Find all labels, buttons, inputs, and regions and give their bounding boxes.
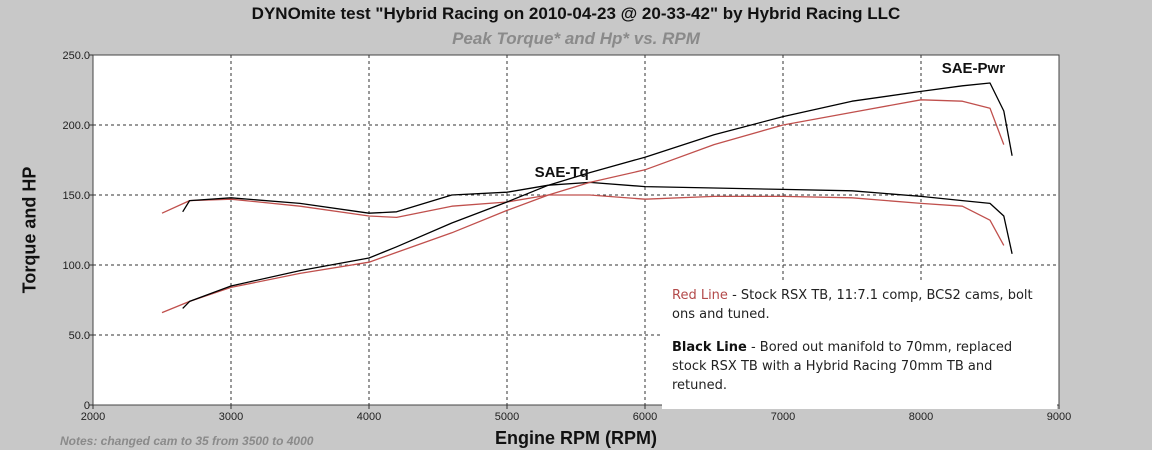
series-line-3 bbox=[182, 82, 1013, 309]
y-tick-label: 100.0 bbox=[62, 260, 90, 272]
notes-text: Notes: changed cam to 35 from 3500 to 40… bbox=[60, 434, 314, 448]
y-tick-label: 50.0 bbox=[69, 330, 90, 342]
legend-red-title: Red Line bbox=[672, 288, 728, 303]
legend-red-entry: Red Line - Stock RSX TB, 11:7.1 comp, BC… bbox=[672, 286, 1047, 324]
x-axis-label: Engine RPM (RPM) bbox=[495, 428, 657, 448]
series-lines bbox=[161, 82, 1013, 314]
legend-box: Red Line - Stock RSX TB, 11:7.1 comp, BC… bbox=[662, 280, 1057, 409]
x-tick-label: 6000 bbox=[633, 411, 657, 423]
series-line-2 bbox=[161, 99, 1005, 314]
chart-title: DYNOmite test "Hybrid Racing on 2010-04-… bbox=[251, 4, 901, 23]
x-tick-label: 8000 bbox=[909, 411, 933, 423]
series-line-0 bbox=[161, 194, 1005, 246]
x-tick-label: 7000 bbox=[771, 411, 795, 423]
x-tick-label: 3000 bbox=[219, 411, 243, 423]
chart-subtitle: Peak Torque* and Hp* vs. RPM bbox=[452, 29, 700, 48]
y-axis-label: Torque and HP bbox=[19, 166, 40, 294]
y-tick-label: 150.0 bbox=[62, 190, 90, 202]
x-tick-label: 9000 bbox=[1047, 411, 1071, 423]
legend-black-text: - Bored out manifold to 70mm, replaced s… bbox=[672, 340, 1013, 393]
y-tick-labels: 0 50.0 100.0 150.0 200.0 250.0 bbox=[62, 50, 93, 412]
y-tick-label: 200.0 bbox=[62, 120, 90, 132]
y-tick-label: 0 bbox=[84, 400, 90, 412]
legend-red-text: - Stock RSX TB, 11:7.1 comp, BCS2 cams, … bbox=[672, 288, 1033, 322]
x-tick-label: 2000 bbox=[81, 411, 105, 423]
x-tick-label: 5000 bbox=[495, 411, 519, 423]
legend-black-entry: Black Line - Bored out manifold to 70mm,… bbox=[672, 338, 1047, 395]
x-tick-label: 4000 bbox=[357, 411, 381, 423]
y-tick-label: 250.0 bbox=[62, 50, 90, 62]
annotation-sae-tq: SAE-Tq bbox=[535, 164, 589, 181]
legend-black-title: Black Line bbox=[672, 340, 747, 355]
annotation-sae-pwr: SAE-Pwr bbox=[942, 60, 1006, 77]
